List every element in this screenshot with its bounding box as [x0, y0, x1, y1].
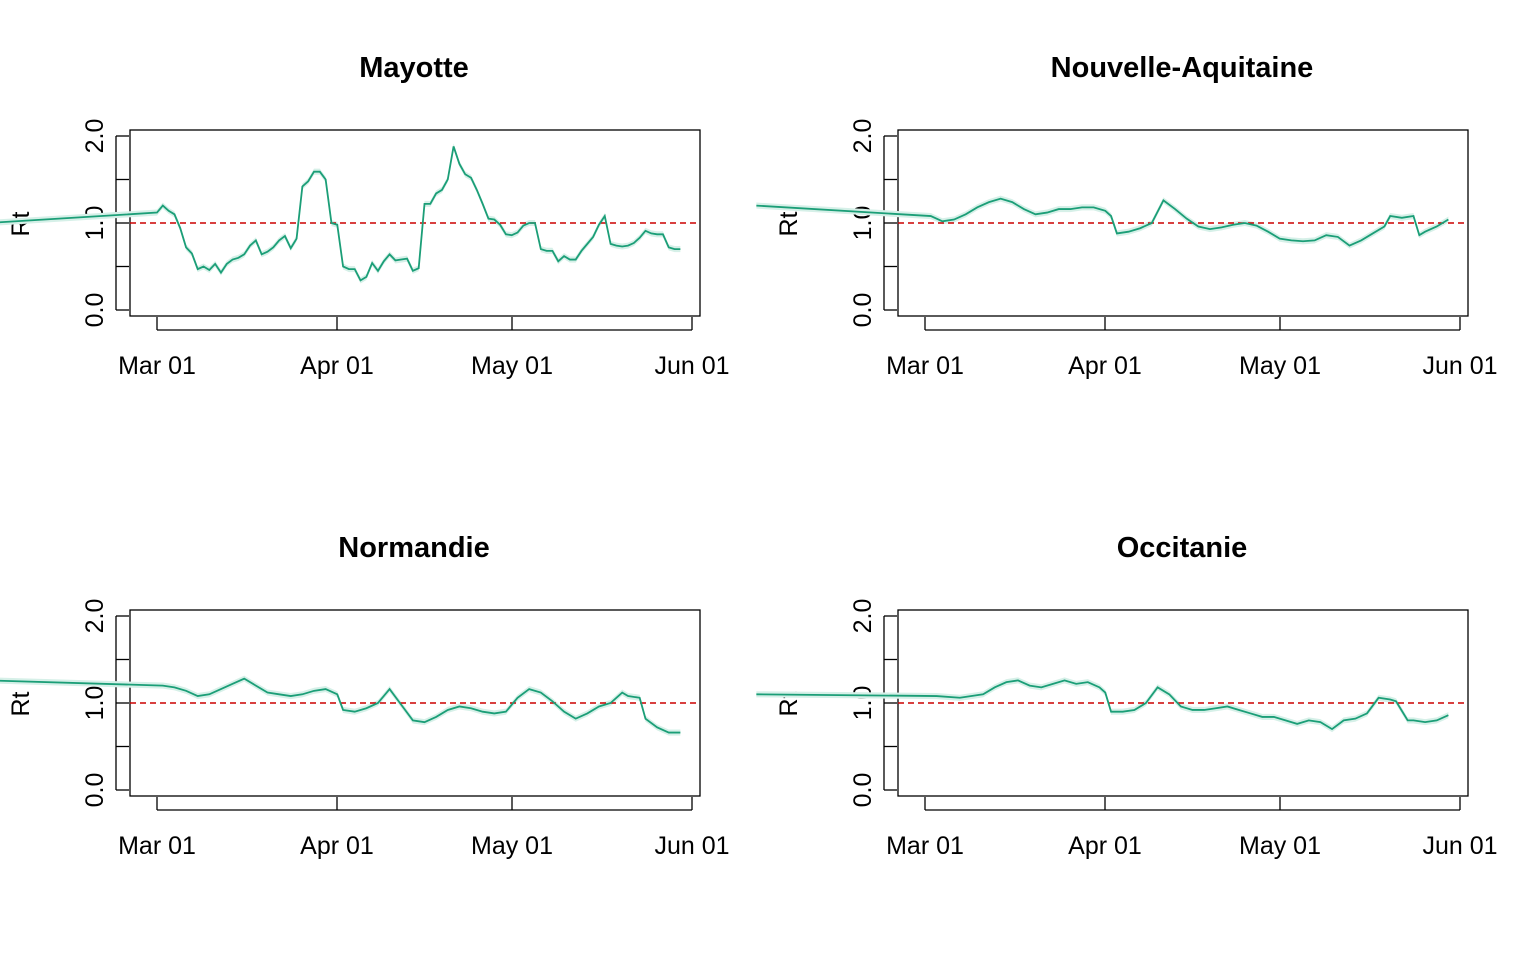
x-tick-label: Apr 01 [300, 352, 374, 380]
panel-normandie: Normandie Rt 0.0 1.0 2.0 Mar 01 Apr 01 May 01… [0, 532, 730, 860]
x-tick-label: Mar 01 [886, 352, 964, 380]
x-tick-label: Jun 01 [654, 352, 729, 380]
x-tick-label: Apr 01 [1068, 352, 1142, 380]
x-tick-label: Jun 01 [1422, 832, 1497, 860]
panel-title: Normandie [338, 532, 489, 564]
y-tick-label: 1.0 [81, 206, 109, 241]
confidence-band [756, 677, 1449, 733]
y-axis: 0.0 1.0 2.0 [81, 599, 129, 808]
rt-series-line [756, 197, 1449, 247]
y-tick-label: 2.0 [849, 119, 877, 154]
panel-nouvelle-aquitaine: Nouvelle-Aquitaine Rt 0.01.02.0 Mar 01 Apr… [756, 52, 1498, 380]
y-axis-label: Rt [775, 211, 803, 236]
rt-series-line [756, 679, 1449, 731]
x-tick-label: Apr 01 [1068, 832, 1142, 860]
y-axis: 0.01.02.0 [849, 119, 897, 328]
y-tick-label: 0.0 [849, 773, 877, 808]
y-tick-label: 1.0 [81, 686, 109, 721]
y-tick-label: 2.0 [849, 599, 877, 634]
panel-title: Mayotte [359, 52, 469, 84]
x-tick-label: Mar 01 [118, 352, 196, 380]
plot-area: 0.0 1.0 2.0 Mar 01 Apr 01 May 01 Jun 01 [756, 599, 1498, 860]
y-tick-label: 2.0 [81, 599, 109, 634]
x-axis: Mar 01 Apr 01 May 01 Jun 01 [886, 317, 1498, 380]
y-axis: 0.0 1.0 2.0 [849, 599, 897, 808]
panel-title: Nouvelle-Aquitaine [1051, 52, 1314, 84]
rt-series-line [0, 677, 681, 734]
plot-area: 0.0 1.0 2.0 Mar 01 Apr 01 May 01 Jun 01 [0, 599, 730, 860]
x-tick-label: May 01 [1239, 352, 1321, 380]
y-axis-label: Rt [7, 691, 35, 716]
y-axis: 0.0 1.0 2.0 [81, 119, 129, 328]
x-axis: Mar 01 Apr 01 May 01 Jun 01 [118, 317, 730, 380]
y-tick-label: 2.0 [81, 119, 109, 154]
x-tick-label: Mar 01 [118, 832, 196, 860]
x-tick-label: May 01 [471, 832, 553, 860]
x-tick-label: Jun 01 [654, 832, 729, 860]
x-tick-label: Jun 01 [1422, 352, 1497, 380]
rt-series-line [0, 146, 681, 282]
x-axis: Mar 01 Apr 01 May 01 Jun 01 [886, 797, 1498, 860]
y-tick-label: 0.0 [849, 293, 877, 328]
y-tick-label: 0.0 [81, 293, 109, 328]
confidence-band [0, 675, 681, 736]
x-tick-label: Apr 01 [300, 832, 374, 860]
x-axis: Mar 01 Apr 01 May 01 Jun 01 [118, 797, 730, 860]
y-tick-label: 0.0 [81, 773, 109, 808]
confidence-band [0, 143, 681, 284]
plot-area: 0.0 1.0 2.0 Mar 01 Apr 01 May 01 Jun 01 [0, 119, 730, 380]
x-tick-label: May 01 [1239, 832, 1321, 860]
x-tick-label: Mar 01 [886, 832, 964, 860]
panel-title: Occitanie [1117, 532, 1248, 564]
x-tick-label: May 01 [471, 352, 553, 380]
y-tick-label: 1.0 [849, 686, 877, 721]
plot-area: 0.01.02.0 Mar 01 Apr 01 May 01 Jun 01 [756, 119, 1498, 380]
